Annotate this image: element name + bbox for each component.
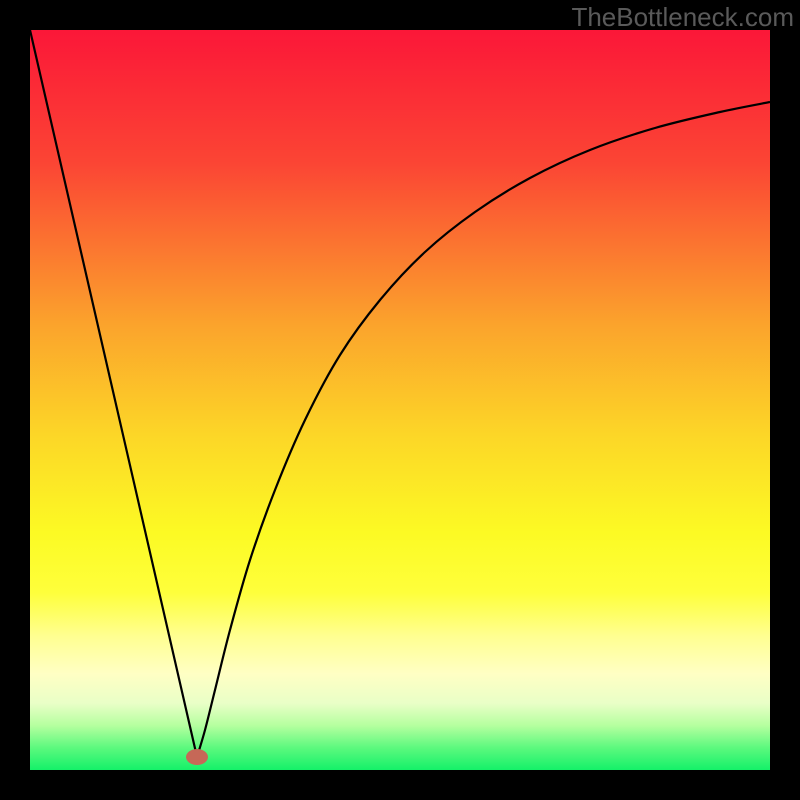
watermark-text: TheBottleneck.com [571,2,794,33]
chart-frame: TheBottleneck.com [0,0,800,800]
bottleneck-curve [30,30,770,770]
minimum-marker [186,749,208,765]
plot-area [30,30,770,770]
